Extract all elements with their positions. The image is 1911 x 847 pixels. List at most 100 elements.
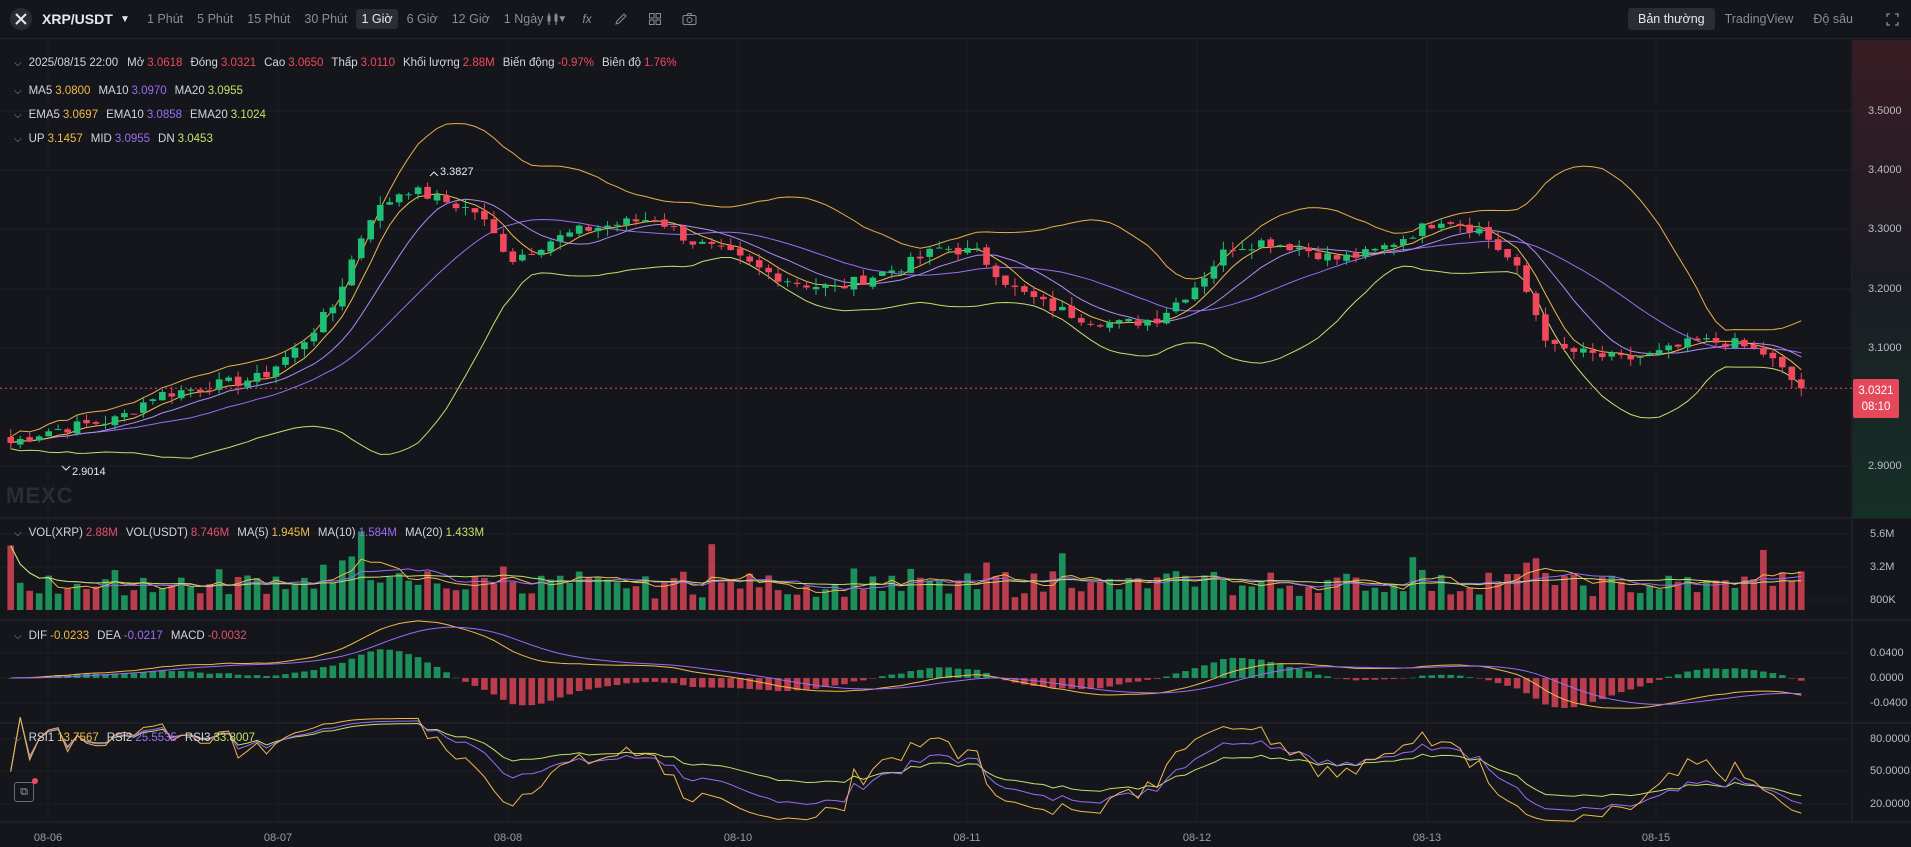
mode-standard[interactable]: Bản thường xyxy=(1627,8,1715,30)
legend-collapse-icon[interactable]: ⌵ xyxy=(14,133,22,145)
volume-bar xyxy=(452,590,460,610)
candle-body xyxy=(1655,350,1663,355)
candle-body xyxy=(547,241,555,252)
volume-bar xyxy=(282,589,289,610)
interval-more-chevron-icon[interactable]: ▼ xyxy=(557,13,568,25)
volume-bar xyxy=(1229,595,1237,610)
macd-histogram-bar xyxy=(680,678,687,686)
candle-body xyxy=(983,247,990,265)
trading-pair[interactable]: XRP/USDT xyxy=(42,11,113,27)
macd-label: MACD xyxy=(170,630,205,642)
volume-bar xyxy=(1504,574,1511,610)
volume-bar xyxy=(83,588,90,610)
candle-body xyxy=(1059,306,1066,311)
macd-histogram-bar xyxy=(1409,677,1417,679)
candle-style-icon[interactable] xyxy=(545,11,561,27)
macd-histogram-bar xyxy=(1125,678,1132,683)
mode-depth[interactable]: Độ sâu xyxy=(1813,12,1853,26)
fullscreen-icon[interactable] xyxy=(1886,0,1899,38)
layout-grid-icon[interactable] xyxy=(647,11,663,27)
macd-histogram-bar xyxy=(1504,678,1511,686)
macd-histogram-bar xyxy=(954,668,962,678)
ma-legend: ⌵ MA5 3.0800 MA10 3.0970 MA20 3.0955 xyxy=(14,85,251,97)
volume-bar xyxy=(1674,581,1682,610)
macd-histogram-bar xyxy=(575,678,583,692)
volume-bar xyxy=(1371,587,1379,610)
interval-12h[interactable]: 12 Giờ xyxy=(451,12,490,26)
legend-collapse-icon[interactable]: ⌵ xyxy=(14,732,22,744)
macd-histogram-bar xyxy=(490,678,498,695)
interval-30m[interactable]: 30 Phút xyxy=(304,12,348,26)
indicator-settings-icon[interactable]: ⧉ xyxy=(14,782,34,802)
legend-collapse-icon[interactable]: ⌵ xyxy=(14,109,22,121)
open-label: Mở xyxy=(127,57,145,69)
volume-bar xyxy=(1750,579,1758,610)
macd-histogram-bar xyxy=(1722,669,1729,678)
macd-histogram-bar xyxy=(263,675,270,678)
mode-tradingview[interactable]: TradingView xyxy=(1724,12,1794,26)
volume-bar xyxy=(1570,574,1578,610)
macd-histogram-bar xyxy=(424,662,431,678)
macd-histogram-bar xyxy=(651,678,659,682)
volume-bar xyxy=(680,571,687,610)
macd-histogram-bar xyxy=(1333,678,1341,679)
volume-bar xyxy=(376,582,384,610)
volume-bar xyxy=(1248,586,1256,610)
interval-1d[interactable]: 1 Ngày xyxy=(503,12,544,26)
volume-bar xyxy=(623,588,630,610)
candle-body xyxy=(121,413,128,418)
legend-collapse-icon[interactable]: ⌵ xyxy=(14,527,22,539)
draw-pencil-icon[interactable] xyxy=(613,11,629,27)
candle-body xyxy=(699,241,706,244)
macd-histogram-bar xyxy=(1030,678,1038,687)
low-value: 3.0110 xyxy=(360,57,395,69)
candle-body xyxy=(348,259,356,286)
macd-histogram-bar xyxy=(1106,678,1113,687)
interval-6h[interactable]: 6 Giờ xyxy=(406,12,438,26)
candle-body xyxy=(234,376,242,386)
price-axis-label: 3.1000 xyxy=(1868,342,1902,354)
macd-histogram-bar xyxy=(888,674,896,678)
volume-bar xyxy=(812,596,820,610)
candle-body xyxy=(689,241,697,245)
legend-collapse-icon[interactable]: ⌵ xyxy=(14,57,22,69)
volume-bar xyxy=(1191,586,1199,610)
volume-bar xyxy=(1011,597,1019,610)
legend-collapse-icon[interactable]: ⌵ xyxy=(14,85,22,97)
volume-bar xyxy=(196,593,204,610)
pair-dropdown-icon[interactable]: ▼ xyxy=(120,13,130,25)
interval-15m[interactable]: 15 Phút xyxy=(247,12,291,26)
macd-histogram-bar xyxy=(1144,678,1151,680)
volume-bar xyxy=(386,576,393,610)
candle-body xyxy=(860,275,867,285)
macd-histogram-bar xyxy=(1750,670,1758,678)
macd-histogram-bar xyxy=(1210,662,1218,678)
macd-histogram-bar xyxy=(405,654,412,678)
volume-bar xyxy=(405,580,412,610)
legend-collapse-icon[interactable]: ⌵ xyxy=(14,630,22,642)
volume-bar xyxy=(1400,591,1407,610)
volume-axis-label: 5.6M xyxy=(1870,528,1895,540)
candle-body xyxy=(386,202,393,205)
candle-body xyxy=(500,233,507,252)
top-toolbar: XRP/USDT ▼ 1 Phút 5 Phút 15 Phút 30 Phút… xyxy=(0,0,1911,39)
macd-histogram-bar xyxy=(1617,678,1625,693)
macd-axis-label: 0.0400 xyxy=(1870,647,1904,659)
macd-histogram-bar xyxy=(1305,671,1312,678)
candle-body xyxy=(1617,353,1625,356)
macd-histogram-bar xyxy=(774,678,782,692)
candle-body xyxy=(481,210,488,220)
interval-1h[interactable]: 1 Giờ xyxy=(356,9,398,29)
interval-5m[interactable]: 5 Phút xyxy=(197,12,234,26)
indicator-fx-icon[interactable]: fx xyxy=(582,12,592,26)
macd-histogram-bar xyxy=(159,670,166,678)
camera-icon[interactable] xyxy=(681,11,697,27)
interval-1m[interactable]: 1 Phút xyxy=(147,12,184,26)
candle-body xyxy=(253,372,261,382)
candle-body xyxy=(1523,265,1530,292)
candle-body xyxy=(528,253,536,255)
macd-histogram-bar xyxy=(879,676,886,678)
macd-histogram-bar xyxy=(291,672,299,678)
macd-histogram-bar xyxy=(54,675,62,678)
